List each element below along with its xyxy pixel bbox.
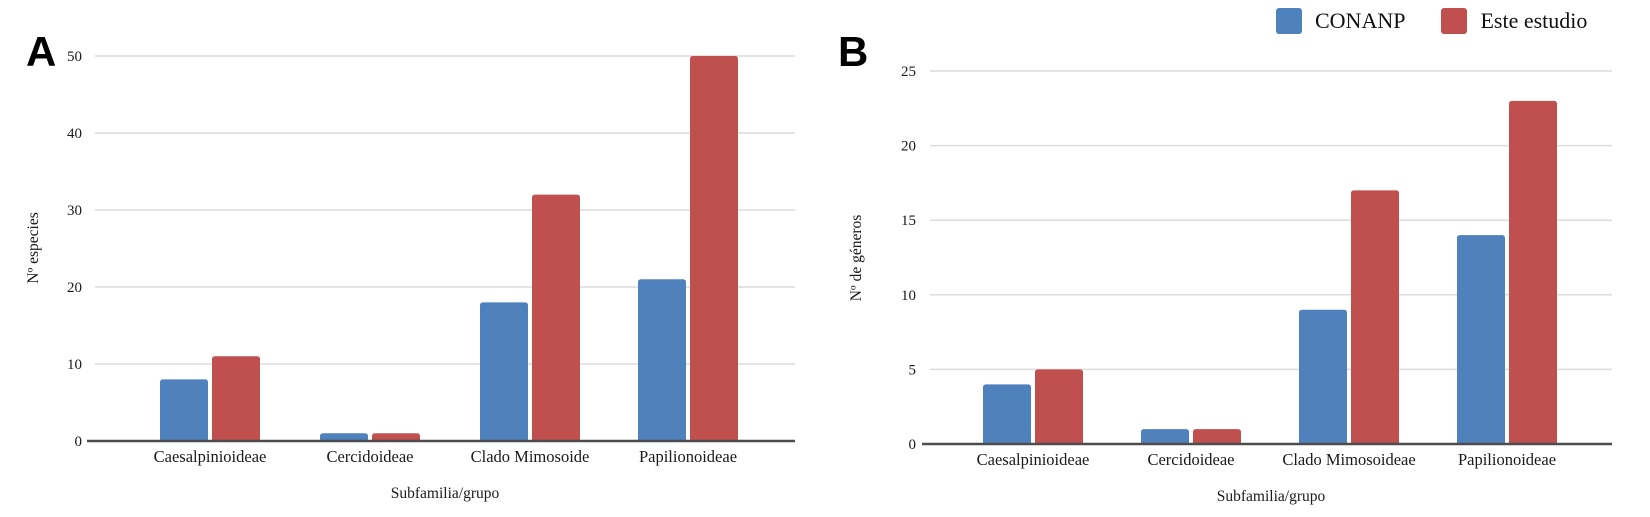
bar-b-conanp-3 <box>1299 309 1347 444</box>
panel-label-b: B <box>838 28 868 75</box>
legend: CONANP Este estudio <box>1276 8 1587 34</box>
y-tick-label: 20 <box>67 280 82 296</box>
y-tick-label: 25 <box>901 64 916 80</box>
y-tick-label: 0 <box>75 434 83 450</box>
legend-label-conanp: CONANP <box>1315 8 1406 33</box>
x-category-label: Caesalpinioideae <box>977 450 1090 469</box>
bar-b-este-estudio-4 <box>1509 100 1557 444</box>
legend-item-este-estudio: Este estudio <box>1441 8 1587 34</box>
chart-panel-a: 0 10 20 30 40 50 Caesalpinioideae Cercidoideae C… <box>25 49 795 502</box>
bar-a-este-estudio-2 <box>372 433 420 441</box>
bar-b-este-estudio-1 <box>1035 369 1083 444</box>
legend-item-conanp: CONANP <box>1276 8 1405 34</box>
y-axis-title: Nº de géneros <box>848 215 865 302</box>
x-category-label: Clado Mimosoideae <box>1282 450 1415 469</box>
bar-b-este-estudio-2 <box>1193 429 1241 444</box>
y-tick-label: 0 <box>909 437 917 453</box>
bar-a-este-estudio-1 <box>212 356 260 441</box>
bar-b-este-estudio-3 <box>1351 190 1399 444</box>
panel-label-a: A <box>26 28 56 75</box>
y-tick-label: 40 <box>67 126 82 142</box>
bar-a-este-estudio-4 <box>690 56 738 441</box>
bar-a-este-estudio-3 <box>532 194 580 441</box>
bar-a-conanp-4 <box>638 279 686 441</box>
y-tick-label: 5 <box>909 362 917 378</box>
x-category-label: Cercidoideae <box>326 447 413 466</box>
x-axis-title: Subfamilia/grupo <box>1217 488 1326 505</box>
x-category-label: Cercidoideae <box>1147 450 1234 469</box>
bar-a-conanp-2 <box>320 433 368 441</box>
bar-b-conanp-1 <box>983 384 1031 444</box>
x-category-label: Caesalpinioideae <box>154 447 267 466</box>
y-tick-label: 15 <box>901 213 916 229</box>
x-category-label: Papilionoideae <box>639 447 737 466</box>
y-tick-label: 10 <box>901 288 916 304</box>
x-category-label: Clado Mimosoide <box>471 447 590 466</box>
y-tick-label: 10 <box>67 357 82 373</box>
y-axis-title: Nº especies <box>25 212 42 284</box>
chart-panel-b: 0 5 10 15 20 25 Caesalpinioideae Cercidoideae Cl… <box>848 64 1612 505</box>
y-tick-label: 50 <box>67 49 82 65</box>
bar-a-conanp-3 <box>480 302 528 441</box>
bar-b-conanp-4 <box>1457 235 1505 444</box>
bar-b-conanp-2 <box>1141 429 1189 444</box>
legend-swatch-este-estudio-icon <box>1441 8 1468 34</box>
legend-swatch-conanp-icon <box>1276 8 1302 34</box>
x-category-label: Papilionoideae <box>1458 450 1556 469</box>
y-tick-label: 20 <box>901 139 916 155</box>
x-axis-title: Subfamilia/grupo <box>391 485 500 502</box>
legend-label-este-estudio: Este estudio <box>1480 8 1588 33</box>
y-tick-label: 30 <box>67 203 82 219</box>
bar-a-conanp-1 <box>160 379 208 441</box>
